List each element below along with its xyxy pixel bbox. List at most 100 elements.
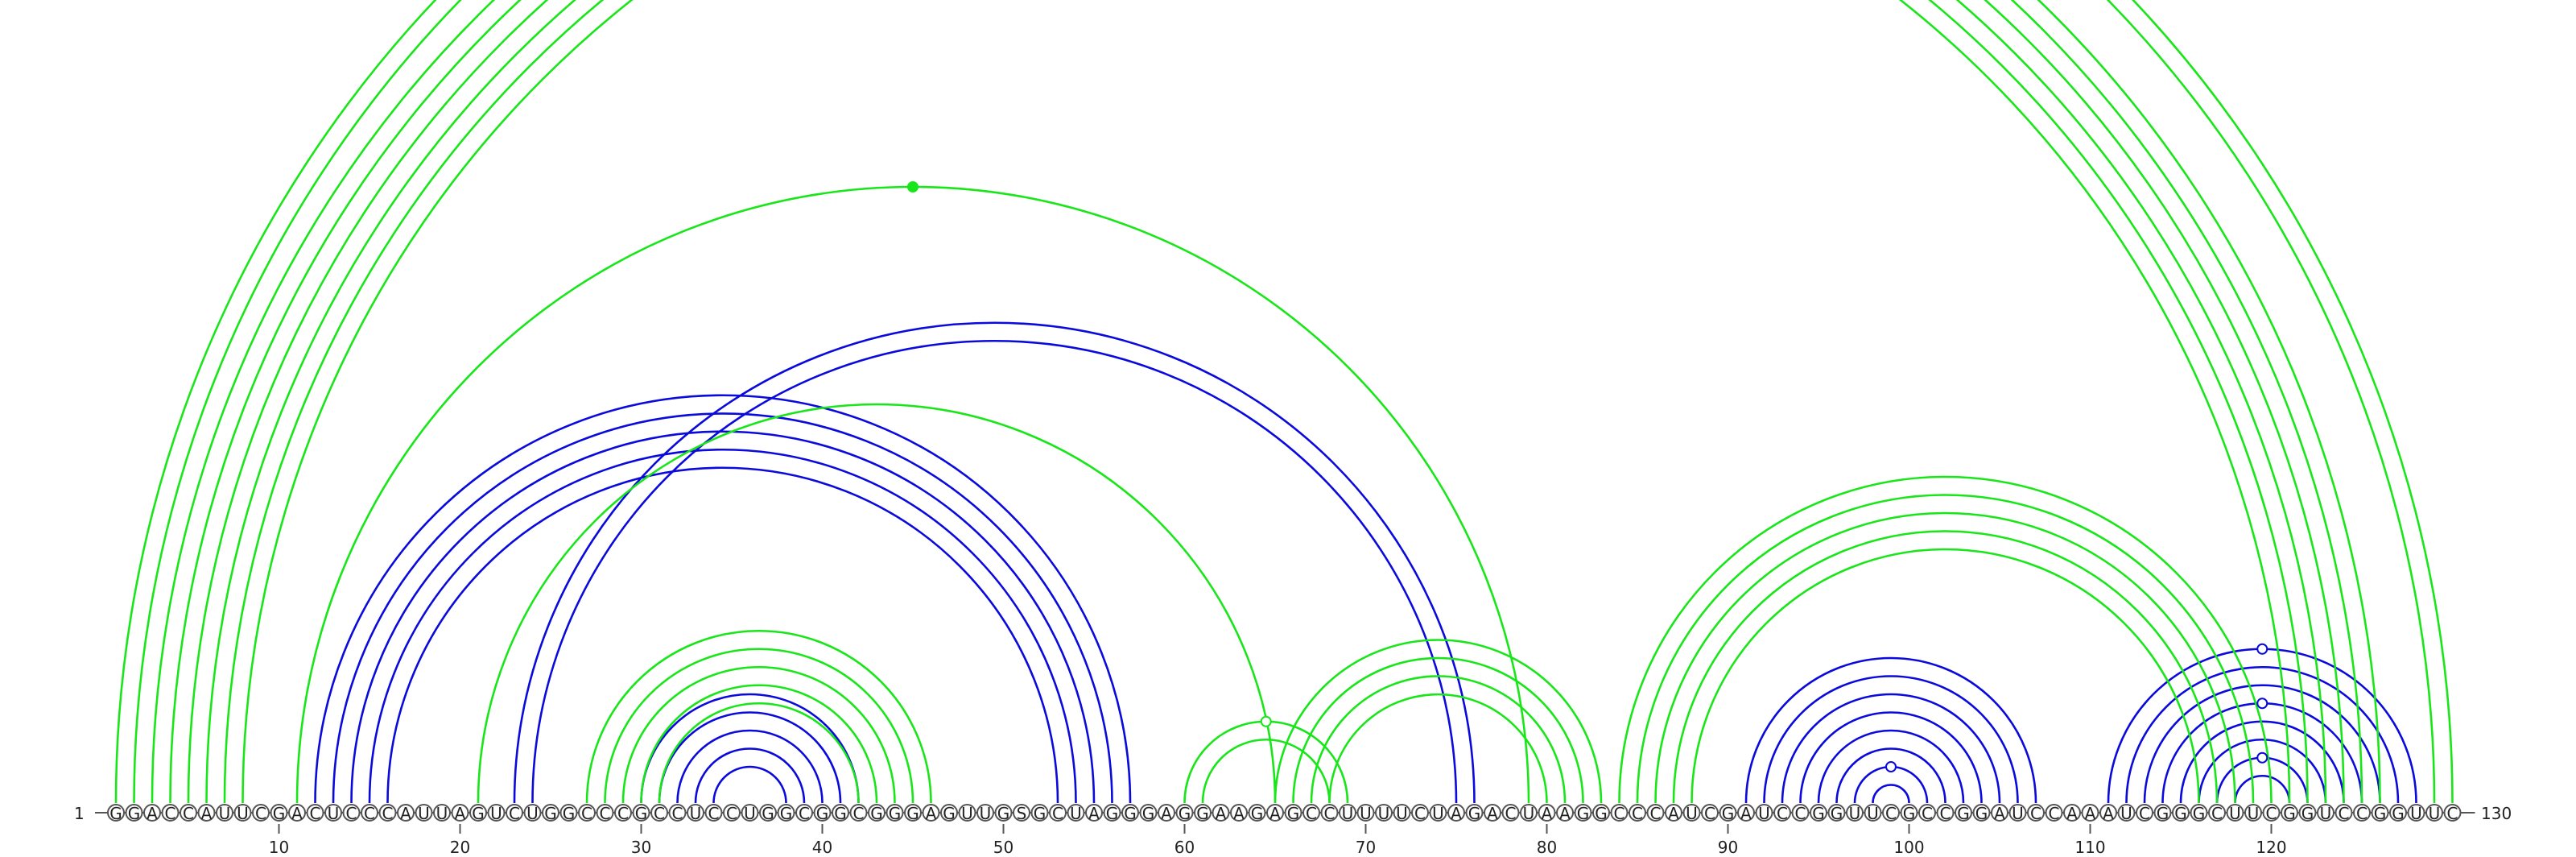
arc-marker (2256, 698, 2268, 710)
nucleotide-circle (1556, 804, 1574, 822)
nucleotide-letter: U (526, 804, 539, 823)
position-tick-label: 50 (993, 838, 1013, 857)
nucleotide-circle (270, 804, 288, 822)
nucleotide-letter: G (472, 804, 485, 823)
nucleotide-letter: U (2120, 804, 2132, 823)
structure-b-arc-21 (1618, 475, 2273, 804)
structure-b-arc-2 (151, 0, 2381, 804)
nucleotide-circle (832, 804, 849, 822)
nucleotide-letter: C (165, 804, 176, 823)
structure-b-arc-8 (295, 185, 1530, 804)
nucleotide-circle (650, 804, 668, 822)
nucleotide-circle (1900, 804, 1918, 822)
nucleotide-letter: A (400, 804, 411, 823)
structure-a-arc-6 (531, 340, 1458, 804)
structure-a-arc-2 (350, 430, 1096, 804)
structure-a-arc-24 (2179, 720, 2345, 804)
nucleotide-letter: G (943, 804, 956, 823)
nucleotide-letter: U (1378, 804, 1390, 823)
nucleotide-letter: U (980, 804, 992, 823)
nucleotide-letter: C (853, 804, 865, 823)
nucleotide-circle (2081, 804, 2099, 822)
nucleotide-circle (469, 804, 487, 822)
nucleotide-circle (723, 804, 741, 822)
nucleotide-letter: U (1360, 804, 1372, 823)
nucleotide-letter: A (147, 804, 158, 823)
nucleotide-circle (687, 804, 704, 822)
nucleotide-circle (1393, 804, 1411, 822)
nucleotide-letter: G (1722, 804, 1735, 823)
nucleotide-letter: U (2012, 804, 2024, 823)
structure-a-arc-19 (1872, 784, 1910, 804)
sequence-start-label: 1 (74, 804, 85, 823)
nucleotide-circle (487, 804, 506, 822)
nucleotide-circle (2063, 804, 2081, 822)
nucleotide-letter: C (346, 804, 357, 823)
nucleotide-letter: C (1704, 804, 1715, 823)
nucleotide-circle (1158, 804, 1175, 822)
nucleotide-letter: G (2283, 804, 2296, 823)
nucleotide-circle (1375, 804, 1393, 822)
nucleotide-circle (2027, 804, 2045, 822)
nucleotide-letter: C (364, 804, 375, 823)
nucleotide-circle (1520, 804, 1538, 822)
nucleotide-letter: C (1324, 804, 1335, 823)
nucleotide-circle (849, 804, 868, 822)
nucleotide-letter: A (1233, 804, 1245, 823)
nucleotide-circle (2190, 804, 2208, 822)
nucleotide-circle (1339, 804, 1356, 822)
nucleotide-letter: C (2030, 804, 2041, 823)
nucleotide-circle (2153, 804, 2172, 822)
nucleotide-circle (1646, 804, 1665, 822)
position-tick-label: 90 (1718, 838, 1738, 857)
structure-b-arc-3 (169, 0, 2363, 804)
nucleotide-circle (614, 804, 632, 822)
nucleotide-letter: U (436, 804, 448, 823)
nucleotide-letter: A (455, 804, 466, 823)
position-tick-label: 70 (1356, 838, 1376, 857)
nucleotide-circle (2117, 804, 2136, 822)
structure-b-arc-12 (621, 666, 896, 804)
nucleotide-letter: C (581, 804, 592, 823)
position-tick-label: 110 (2074, 838, 2105, 857)
arc-marker (1260, 715, 1272, 727)
nucleotide-circle (1067, 804, 1085, 822)
nucleotide-circle (2136, 804, 2153, 822)
nucleotide-circle (433, 804, 451, 822)
ticks-layer: 10 20 30 40 50 60 70 80 90 100 110 120 (269, 824, 2287, 857)
nucleotide-circle (2298, 804, 2317, 822)
structure-a-arc-8 (658, 711, 842, 804)
nucleotide-circle (1827, 804, 1846, 822)
nucleotide-letter: U (1523, 804, 1535, 823)
position-tick-label: 80 (1537, 838, 1557, 857)
nucleotide-circle (1665, 804, 1682, 822)
nucleotide-letter: G (1975, 804, 1988, 823)
nucleotide-letter: C (1306, 804, 1317, 823)
nucleotide-letter: A (1559, 804, 1571, 823)
nucleotide-letter: C (509, 804, 520, 823)
nucleotide-circle (1501, 804, 1520, 822)
nucleotide-letter: G (1468, 804, 1481, 823)
nucleotide-circle (1629, 804, 1646, 822)
nucleotide-letter: C (382, 804, 394, 823)
nucleotide-letter: U (2410, 804, 2422, 823)
nucleotide-letter: U (1758, 804, 1770, 823)
nucleotide-circle (378, 804, 397, 822)
structure-b-arc-16 (1201, 738, 1331, 804)
nucleotide-circle (252, 804, 270, 822)
nucleotide-letter: U (2248, 804, 2260, 823)
nucleotide-letter: U (1867, 804, 1879, 823)
nucleotide-letter: C (1940, 804, 1951, 823)
nucleotide-circle (559, 804, 578, 822)
nucleotide-circle (1284, 804, 1302, 822)
nucleotide-circle (2407, 804, 2425, 822)
nucleotide-letter: A (1269, 804, 1281, 823)
nucleotide-circle (451, 804, 469, 822)
nucleotide-letter: C (2356, 804, 2368, 823)
structure-b-arc-15 (1183, 720, 1349, 804)
nucleotide-letter: G (1142, 804, 1155, 823)
nucleotide-circle (1212, 804, 1230, 822)
nucleotide-circle (1846, 804, 1864, 822)
